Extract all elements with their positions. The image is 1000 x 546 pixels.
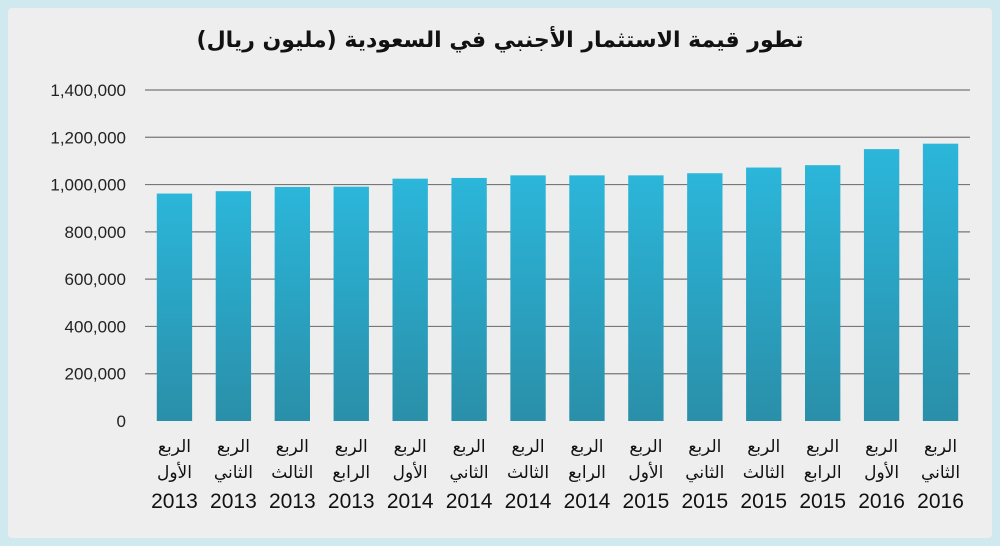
- y-tick-label: 400,000: [65, 317, 126, 336]
- x-label-quarter: الربع: [335, 437, 368, 457]
- x-label-quarter-name: الرابع: [804, 463, 842, 483]
- y-tick-label: 600,000: [65, 270, 126, 289]
- bar: [392, 178, 428, 421]
- x-label-quarter: الربع: [629, 437, 662, 457]
- x-label-year: 2015: [681, 490, 728, 513]
- x-label-year: 2015: [740, 490, 787, 513]
- x-label-quarter-name: الثالث: [743, 463, 785, 483]
- y-tick-label: 1,400,000: [50, 81, 126, 100]
- x-label-year: 2016: [917, 490, 964, 513]
- bar: [215, 191, 252, 421]
- x-label-quarter: الربع: [217, 437, 250, 457]
- x-label-quarter-name: الأول: [864, 462, 899, 483]
- x-label-quarter-name: الأول: [157, 462, 192, 483]
- x-label-quarter: الربع: [688, 437, 721, 457]
- x-label-year: 2014: [564, 490, 611, 513]
- bar: [922, 143, 959, 421]
- bar: [569, 175, 605, 421]
- y-tick-label: 0: [117, 412, 126, 431]
- x-label-quarter-name: الأول: [628, 462, 663, 483]
- x-label-quarter: الربع: [158, 437, 191, 457]
- x-label-quarter: الربع: [276, 437, 309, 457]
- y-tick-label: 1,000,000: [50, 176, 126, 195]
- bar: [156, 193, 193, 421]
- x-label-quarter: الربع: [512, 437, 545, 457]
- x-label-quarter-name: الثاني: [214, 463, 253, 483]
- x-label-quarter: الربع: [453, 437, 486, 457]
- x-label-quarter: الربع: [747, 437, 780, 457]
- x-label-year: 2013: [151, 490, 198, 513]
- x-label-quarter: الربع: [806, 437, 839, 457]
- x-label-year: 2013: [328, 490, 375, 513]
- x-label-year: 2013: [210, 490, 257, 513]
- x-label-quarter-name: الثاني: [450, 463, 489, 483]
- x-label-year: 2014: [505, 490, 552, 513]
- bar: [451, 177, 487, 421]
- x-label-quarter: الربع: [394, 437, 427, 457]
- bar: [628, 175, 664, 421]
- x-label-quarter: الربع: [570, 437, 603, 457]
- bar: [746, 167, 782, 421]
- x-label-year: 2014: [446, 490, 493, 513]
- x-label-year: 2013: [269, 490, 316, 513]
- x-label-year: 2015: [799, 490, 846, 513]
- x-label-quarter-name: الرابع: [568, 463, 606, 483]
- x-label-quarter-name: الثالث: [507, 463, 549, 483]
- x-label-quarter-name: الثالث: [271, 463, 313, 483]
- x-label-year: 2014: [387, 490, 434, 513]
- y-tick-label: 800,000: [65, 223, 126, 242]
- x-label-year: 2015: [623, 490, 670, 513]
- x-label-quarter-name: الأول: [393, 462, 428, 483]
- bar: [510, 175, 546, 421]
- x-label-quarter-name: الثاني: [921, 463, 960, 483]
- x-label-quarter: الربع: [924, 437, 957, 457]
- bar: [274, 186, 310, 421]
- x-label-quarter-name: الرابع: [332, 463, 370, 483]
- y-tick-label: 1,200,000: [50, 128, 126, 147]
- x-label-year: 2016: [858, 490, 905, 513]
- bar: [863, 149, 900, 421]
- y-tick-label: 200,000: [65, 365, 126, 384]
- bar: [687, 173, 723, 421]
- chart-title: تطور قيمة الاستثمار الأجنبي في السعودية …: [196, 28, 804, 53]
- bar: [333, 186, 369, 421]
- x-label-quarter: الربع: [865, 437, 898, 457]
- bar: [805, 165, 841, 421]
- x-label-quarter-name: الثاني: [685, 463, 724, 483]
